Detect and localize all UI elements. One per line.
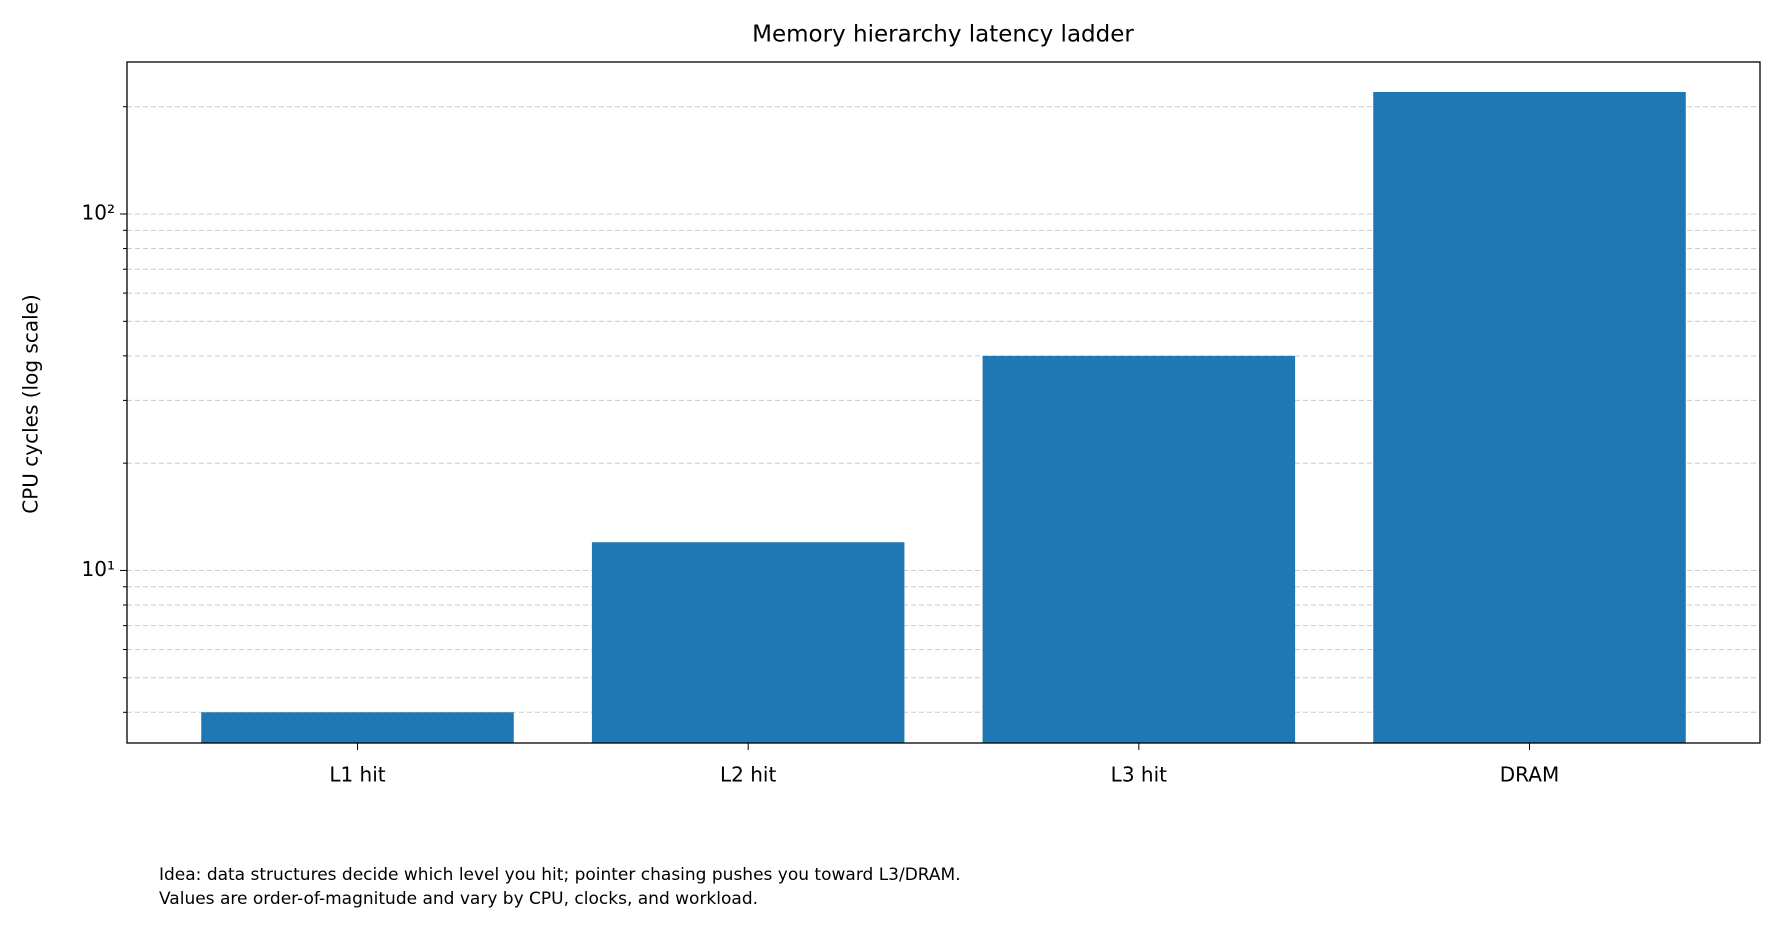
bar [591, 542, 905, 743]
x-tick-label: L3 hit [1111, 763, 1167, 787]
footnote: Idea: data structures decide which level… [159, 865, 961, 885]
bar [982, 355, 1296, 743]
y-axis-label: CPU cycles (log scale) [19, 294, 43, 513]
x-tick-label: L1 hit [329, 763, 385, 787]
footnote: Values are order-of-magnitude and vary b… [159, 889, 758, 909]
x-tick-label: L2 hit [720, 763, 776, 787]
y-tick-label: 10¹ [82, 557, 115, 581]
bar [201, 712, 514, 743]
plot-frame [126, 61, 1761, 744]
bar [1373, 91, 1686, 744]
y-tick-label: 10² [82, 201, 115, 225]
chart-title: Memory hierarchy latency ladder [752, 22, 1134, 48]
x-tick-label: DRAM [1500, 763, 1559, 787]
